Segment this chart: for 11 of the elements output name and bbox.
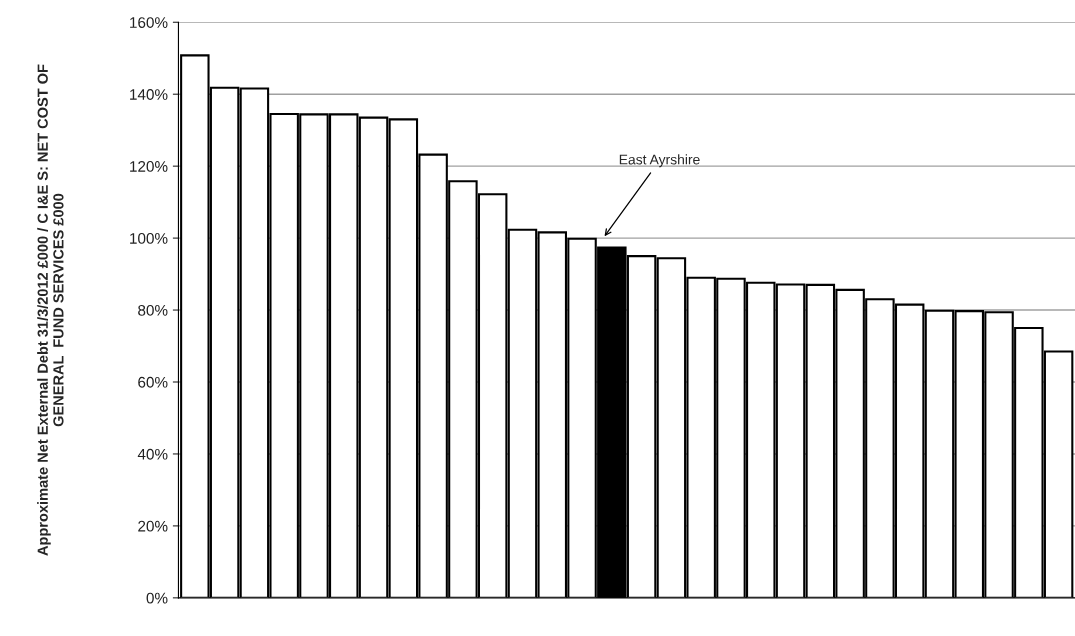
- y-tick-label: 40%: [137, 448, 168, 460]
- y-tick-label: 0%: [146, 592, 168, 604]
- y-tick-label: 100%: [130, 232, 168, 244]
- y-tick-label: 80%: [138, 304, 168, 316]
- y-tick-label: 20%: [138, 520, 168, 532]
- y-tick-label: 120%: [130, 161, 168, 172]
- y-tick-label: 160%: [130, 17, 168, 28]
- y-axis-title: Approximate Net External Debt 31/3/2012 £000 / C I&E S: NET COST OF GENERAL FUND SERVICES £000: [37, 64, 64, 556]
- y-tick-label: 140%: [130, 89, 168, 100]
- y-tick-label: 60%: [138, 376, 168, 388]
- annotation: East Ayrshire: [619, 154, 700, 168]
